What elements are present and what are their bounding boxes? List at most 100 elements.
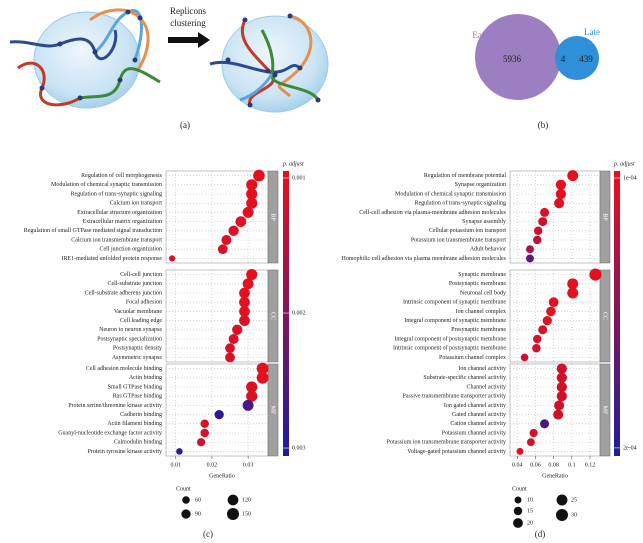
dot xyxy=(228,225,239,236)
dot xyxy=(232,324,243,335)
y-tick-label: Neuronal cell body xyxy=(460,290,506,296)
y-tick-label: Cellular potassium ion transport xyxy=(429,228,506,234)
y-tick-label: Synapse organization xyxy=(455,182,506,188)
dot xyxy=(246,197,258,209)
dot xyxy=(516,447,524,455)
dot xyxy=(242,278,254,290)
dot xyxy=(256,362,269,375)
venn-circle xyxy=(555,36,599,80)
set-label: Early xyxy=(472,30,492,40)
y-tick-label: Regulation of trans-synaptic signaling xyxy=(415,200,506,207)
nucleus-left xyxy=(33,11,141,109)
dot xyxy=(256,371,269,384)
facet-strip xyxy=(599,269,611,363)
dot xyxy=(246,188,258,200)
y-tick-label: Cadherin binding xyxy=(120,412,162,418)
x-tick-label: 0.04 xyxy=(512,462,523,468)
dot xyxy=(239,287,250,299)
y-tick-label: IRE1-mediated unfolded protein response xyxy=(62,255,163,262)
x-tick-label: 0.01 xyxy=(171,462,182,468)
dot xyxy=(235,216,247,227)
x-tick-label: 0.1 xyxy=(568,462,576,468)
y-tick-label: Synapse assembly xyxy=(462,219,506,225)
size-legend-dot xyxy=(556,494,568,506)
dot xyxy=(540,419,550,429)
y-tick-label: Asymmetric synapse xyxy=(112,355,162,361)
facet-strip xyxy=(599,363,611,457)
size-legend-dot xyxy=(556,509,568,521)
x-tick-label: 0.03 xyxy=(243,462,254,468)
size-legend-label: 90 xyxy=(195,511,201,517)
facet-label: BP xyxy=(270,213,276,221)
y-tick-label: Voltage-gated potassium channel activity xyxy=(407,449,506,455)
dot xyxy=(196,438,206,447)
dot xyxy=(532,343,541,353)
overlap-count: 4 xyxy=(561,54,566,64)
y-tick-label: Calmodulin binding xyxy=(114,440,162,446)
y-tick-label: Potassium channel complex xyxy=(439,355,506,361)
dot xyxy=(567,170,579,182)
colorbar-tick-label: 0.003 xyxy=(292,445,306,451)
colorbar-title: p. adjust xyxy=(282,161,304,167)
dot xyxy=(553,409,564,420)
y-tick-label: Cell leading edge xyxy=(120,318,162,324)
size-legend-title: Count xyxy=(512,486,527,492)
y-tick-label: Synaptic membrane xyxy=(458,272,506,278)
colorbar xyxy=(283,171,289,456)
y-tick-label: Neuron to neuron synapse xyxy=(99,327,162,333)
y-tick-label: Cation channel activity xyxy=(450,421,506,427)
dot xyxy=(542,315,552,326)
size-legend-label: 15 xyxy=(527,508,533,514)
y-tick-label: Focal adhesion xyxy=(126,300,162,306)
x-tick-label: 0.12 xyxy=(585,462,596,468)
dot xyxy=(526,254,534,263)
size-legend-dot xyxy=(513,506,523,516)
y-tick-label: Extracellular structure organization xyxy=(77,210,162,216)
y-tick-label: Cell adhesion molecule binding xyxy=(86,366,162,372)
dot xyxy=(200,428,209,438)
size-legend-label: 120 xyxy=(242,497,251,503)
x-tick-label: 0.02 xyxy=(207,462,218,468)
dot xyxy=(214,409,224,420)
facet-strip xyxy=(267,363,279,457)
y-tick-label: Cell-substrate adherens junction xyxy=(85,290,162,296)
y-tick-label: Modulation of chemical synaptic transmis… xyxy=(395,190,506,197)
y-tick-label: Extracellular matrix organization xyxy=(82,219,162,225)
nucleus-right xyxy=(221,15,329,113)
panel-label: (a) xyxy=(180,120,190,130)
x-tick-label: 0.08 xyxy=(548,462,559,468)
replicon-strand xyxy=(9,29,118,61)
y-tick-label: Postsynaptic specialization xyxy=(97,336,162,342)
dot xyxy=(217,244,228,255)
dot xyxy=(246,381,258,393)
facet-label: MF xyxy=(270,406,276,415)
replicon-origins xyxy=(225,13,321,108)
size-legend-label: 150 xyxy=(242,511,251,517)
size-legend-label: 20 xyxy=(527,520,533,526)
y-tick-label: Protein tyrosine kinase activity xyxy=(88,449,162,455)
y-tick-label: Passive transmembrane transporter activi… xyxy=(403,394,506,400)
y-tick-label: Adult behavior xyxy=(470,247,506,253)
panel-label: (d) xyxy=(535,529,546,539)
y-tick-label: Regulation of small GTPase mediated sign… xyxy=(24,227,162,234)
dot xyxy=(228,333,239,345)
y-tick-label: Cell-substrate junction xyxy=(108,281,163,287)
y-tick-label: Intrinsic component of postsynaptic memb… xyxy=(393,345,506,352)
facet-label: BP xyxy=(602,213,608,221)
x-axis-title: GeneRatio xyxy=(209,473,235,479)
replicon-strand xyxy=(239,73,274,102)
y-tick-label: Postsynaptic density xyxy=(113,346,162,352)
caption: clustering xyxy=(170,18,206,28)
facet-label: CC xyxy=(270,312,276,320)
dot xyxy=(556,381,567,393)
dot xyxy=(200,419,209,429)
replicon-diagram: Replicons clustering xyxy=(9,6,329,113)
y-tick-label: Integral component of synaptic membrane xyxy=(404,317,506,324)
y-tick-label: Integral component of postsynaptic membr… xyxy=(394,335,506,342)
facet-strip xyxy=(267,269,279,363)
colorbar-title: p. adjust xyxy=(613,161,635,167)
dot xyxy=(589,268,602,281)
dot xyxy=(520,353,529,362)
size-legend-dot xyxy=(182,496,190,504)
dot xyxy=(526,245,534,254)
